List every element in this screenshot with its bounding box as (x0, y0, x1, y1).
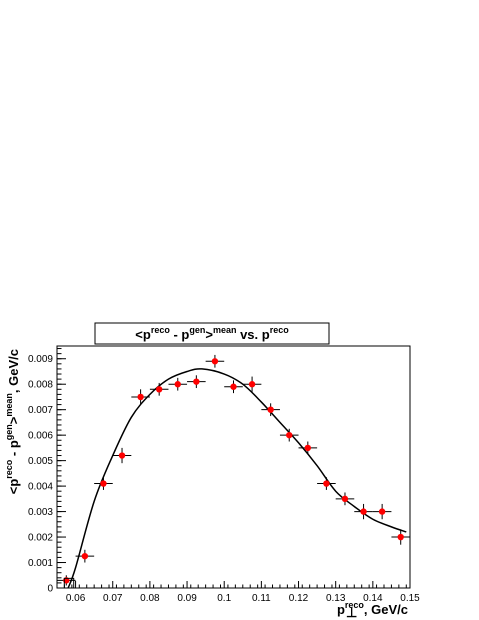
ylabel-mid: - p (6, 440, 21, 460)
y-tick-label: 0.005 (28, 456, 53, 467)
marker (137, 393, 144, 401)
marker (378, 508, 386, 515)
marker (193, 378, 200, 385)
title-sup-reco: reco (151, 325, 171, 335)
marker (397, 533, 404, 541)
x-tick-label: 0.08 (140, 593, 160, 604)
chart-title: <preco - pgen>mean vs. preco (135, 325, 289, 342)
y-tick-label: 0.003 (28, 507, 53, 518)
y-axis-ticks (57, 348, 66, 589)
marker (323, 480, 330, 487)
data-point (187, 375, 206, 389)
marker (248, 381, 256, 388)
data-point (391, 529, 410, 545)
marker (286, 431, 293, 439)
data-point (131, 389, 150, 405)
xlabel-base: p (337, 602, 345, 617)
title-sup-reco-2: reco (270, 325, 290, 335)
y-tick-label: 0.007 (28, 405, 53, 416)
x-tick-label: 0.15 (400, 593, 420, 604)
data-point (372, 503, 392, 520)
data-point (149, 382, 169, 396)
marker (341, 495, 349, 503)
marker (100, 480, 107, 487)
title-part-open: <p (135, 327, 151, 342)
title-part-mid: - p (170, 327, 190, 342)
y-axis-tick-labels: 0 0.001 0.002 0.003 0.004 0.005 0.006 0.007 0.00… (28, 354, 53, 594)
marker (211, 358, 219, 365)
marker (155, 386, 163, 393)
y-tick-label: 0.001 (28, 558, 53, 569)
x-tick-label: 0.09 (177, 593, 197, 604)
title-sup-mean: mean (213, 325, 237, 335)
title-part-close: > (205, 327, 213, 342)
ylabel-tail: , GeV/c (6, 349, 21, 393)
marker (174, 381, 181, 388)
marker (304, 444, 312, 452)
data-point (261, 403, 280, 417)
marker (230, 383, 237, 390)
marker (267, 406, 274, 413)
xlabel-tail: , GeV/c (364, 602, 408, 617)
y-tick-label: 0 (47, 584, 53, 595)
x-tick-label: 0.1 (217, 593, 231, 604)
plot-frame (56, 345, 411, 589)
ylabel-sup-reco: reco (4, 459, 14, 479)
data-point (279, 428, 299, 442)
data-point (94, 477, 113, 490)
x-tick-label: 0.12 (289, 593, 309, 604)
x-tick-label: 0.06 (66, 593, 86, 604)
title-box (94, 322, 330, 345)
ylabel-close: > (6, 416, 21, 424)
y-tick-label: 0.002 (28, 533, 53, 544)
x-tick-label: 0.13 (326, 593, 346, 604)
data-point (112, 447, 132, 464)
first-bin-box (63, 577, 75, 589)
ylabel-sup-mean: mean (4, 393, 14, 417)
data-point (298, 441, 318, 455)
data-point (354, 503, 373, 520)
title-sup-gen: gen (189, 325, 205, 335)
x-axis-ticks (56, 581, 411, 588)
ylabel-sup-gen: gen (4, 424, 14, 440)
y-tick-label: 0.009 (28, 354, 53, 365)
data-points (57, 354, 410, 589)
data-point (168, 377, 188, 391)
marker (360, 508, 367, 515)
y-tick-label: 0.008 (28, 380, 53, 391)
x-tick-label: 0.14 (363, 593, 383, 604)
data-point (317, 477, 336, 490)
data-point (205, 354, 225, 368)
marker (118, 452, 126, 459)
y-axis-title: <preco - pgen>mean, GeV/c (4, 349, 21, 494)
data-point (335, 492, 355, 506)
y-tick-label: 0.004 (28, 482, 53, 493)
xlabel-sup: reco (345, 600, 365, 610)
x-tick-label: 0.11 (252, 593, 271, 604)
fit-curve (67, 368, 407, 589)
title-part-tail: vs. p (236, 327, 269, 342)
marker (81, 552, 89, 560)
y-tick-label: 0.006 (28, 431, 53, 442)
data-point (75, 549, 95, 563)
x-tick-label: 0.07 (103, 593, 123, 604)
x-axis-tick-labels: 0.06 0.07 0.08 0.09 0.1 0.11 0.12 0.13 0.14 0.15 (66, 593, 420, 604)
x-axis-perp: ⊥ (346, 605, 357, 620)
data-point (224, 380, 243, 394)
ylabel-open: <p (6, 479, 21, 495)
x-axis-title: preco, GeV/c (337, 600, 408, 617)
data-point (242, 376, 262, 392)
